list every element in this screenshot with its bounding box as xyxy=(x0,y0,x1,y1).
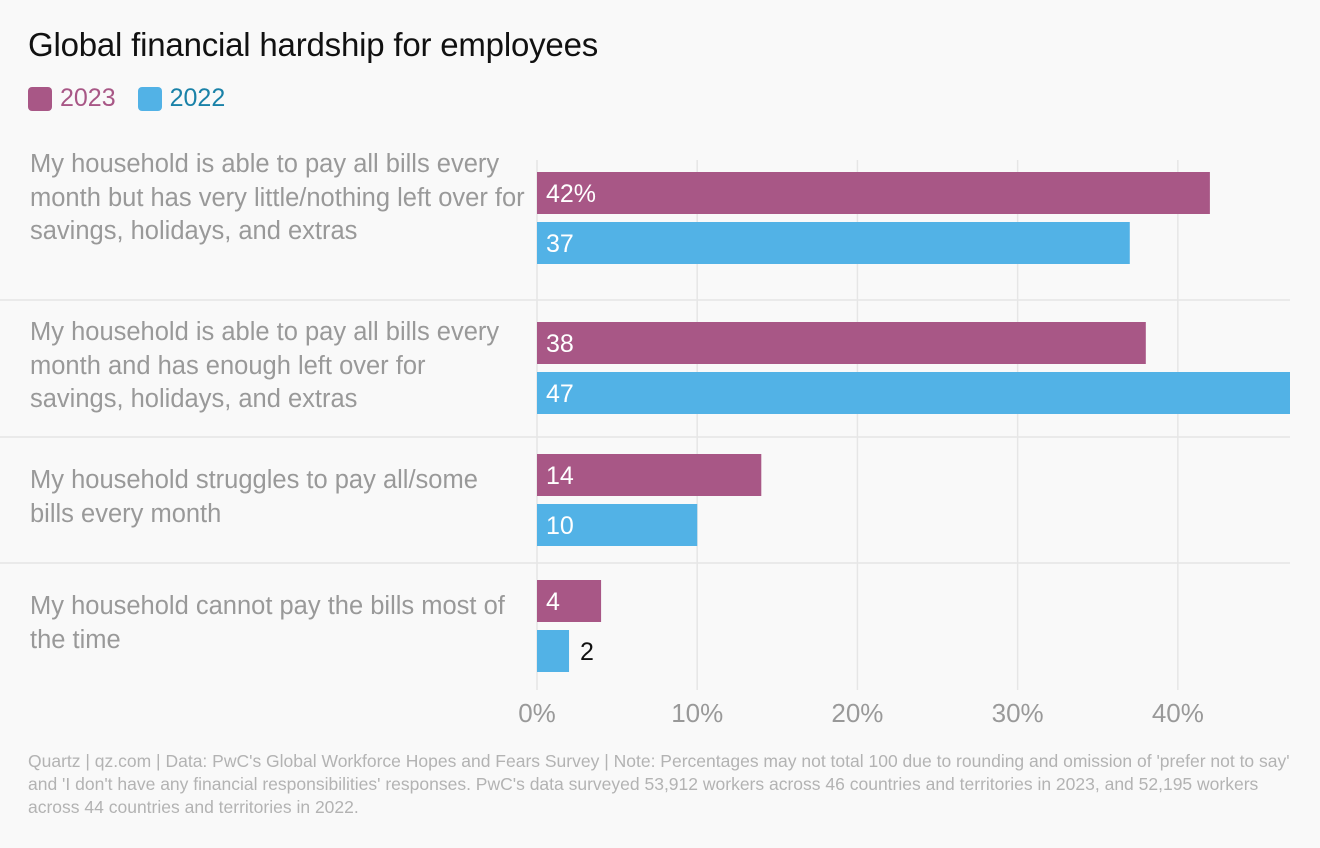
chart-title: Global financial hardship for employees xyxy=(28,26,599,63)
legend-item-2023: 2023 xyxy=(28,84,116,113)
category-label-0: My household is able to pay all bills ev… xyxy=(30,150,525,245)
x-tick-label-1: 10% xyxy=(671,698,723,728)
x-tick-label-2: 20% xyxy=(831,698,883,728)
bar-label-2023-0: 42% xyxy=(546,180,596,208)
bar-2022-1 xyxy=(537,372,1290,414)
legend-swatch-2023 xyxy=(28,86,52,111)
bar-2023-0 xyxy=(537,172,1210,214)
bar-label-2023-1: 38 xyxy=(546,330,574,358)
x-tick-label-4: 40% xyxy=(1152,698,1204,728)
bar-label-2022-2: 10 xyxy=(546,512,574,540)
legend-label-2022: 2022 xyxy=(169,84,226,112)
legend-label-2023: 2023 xyxy=(60,84,116,112)
legend-item-2022: 2022 xyxy=(137,84,226,113)
bar-2022-3 xyxy=(537,630,570,672)
bar-label-2023-2: 14 xyxy=(546,462,574,490)
legend-swatch-2022 xyxy=(137,86,162,111)
bar-2023-2 xyxy=(537,454,762,496)
bar-label-2023-3: 4 xyxy=(546,588,560,616)
category-label-2: My household struggles to pay all/some b… xyxy=(30,466,478,528)
bar-2023-3 xyxy=(537,580,602,622)
x-tick-label-3: 30% xyxy=(992,698,1044,728)
bar-2022-0 xyxy=(537,222,1130,264)
bar-2022-2 xyxy=(537,504,698,546)
category-label-3: My household cannot pay the bills most o… xyxy=(30,592,505,654)
bar-2023-1 xyxy=(537,322,1146,364)
bar-label-2022-3: 2 xyxy=(580,638,594,666)
legend: 2023 2022 xyxy=(28,84,247,113)
bar-label-2022-1: 47 xyxy=(546,380,574,408)
x-tick-label-0: 0% xyxy=(518,698,556,728)
footer-note: Quartz | qz.com | Data: PwC's Global Wor… xyxy=(28,751,1290,817)
bar-label-2022-0: 37 xyxy=(546,230,574,258)
category-label-1: My household is able to pay all bills ev… xyxy=(30,318,500,413)
